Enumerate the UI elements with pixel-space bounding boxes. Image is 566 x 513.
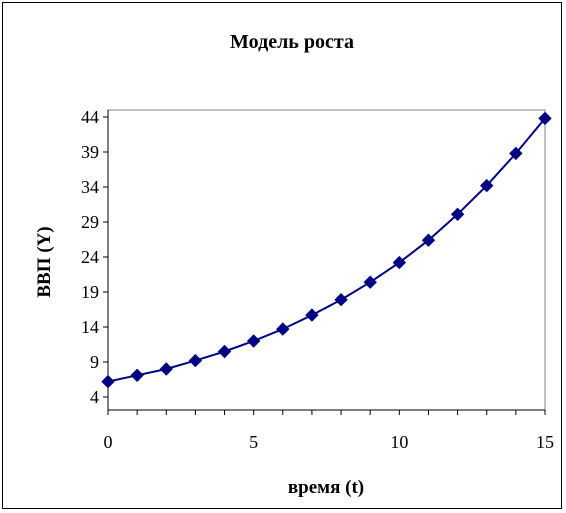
- y-tick-label: 24: [81, 247, 99, 267]
- y-tick-label: 29: [81, 212, 99, 232]
- series-markers: [101, 111, 552, 389]
- x-axis-label: время (t): [288, 477, 364, 498]
- data-point-marker: [334, 292, 348, 307]
- y-tick-label: 19: [81, 282, 99, 302]
- data-point-marker: [363, 275, 377, 289]
- data-point-marker: [509, 146, 523, 161]
- y-tick-label: 14: [81, 317, 99, 337]
- data-point-marker: [159, 362, 173, 376]
- data-point-marker: [101, 374, 115, 389]
- x-tick-label: 10: [390, 432, 408, 452]
- x-tick-label: 15: [536, 432, 554, 452]
- data-point-marker: [392, 255, 407, 270]
- x-axis: 0 5 10 15: [104, 409, 554, 452]
- data-point-marker: [246, 334, 261, 348]
- chart-title: Модель роста: [230, 31, 354, 53]
- data-point-marker: [450, 207, 465, 222]
- y-tick-label: 44: [81, 107, 99, 127]
- data-point-marker: [421, 233, 436, 247]
- y-tick-label: 9: [90, 352, 99, 372]
- y-axis: 4 9 14 19 24 29 34 39 44: [81, 107, 109, 410]
- series-line: [107, 117, 546, 383]
- y-axis-label: ВВП (Y): [34, 226, 55, 297]
- plot-area: [107, 109, 546, 411]
- data-point-marker: [217, 344, 232, 359]
- x-tick-label: 0: [104, 432, 113, 452]
- data-point-marker: [480, 178, 494, 193]
- x-tick-label: 5: [249, 432, 258, 452]
- y-tick-label: 4: [90, 387, 99, 407]
- data-point-marker: [305, 308, 319, 322]
- y-tick-label: 39: [81, 142, 99, 162]
- data-point-marker: [276, 322, 290, 336]
- data-point-marker: [538, 111, 552, 126]
- data-point-marker: [188, 353, 203, 368]
- data-point-marker: [130, 368, 144, 383]
- y-tick-label: 34: [81, 177, 99, 197]
